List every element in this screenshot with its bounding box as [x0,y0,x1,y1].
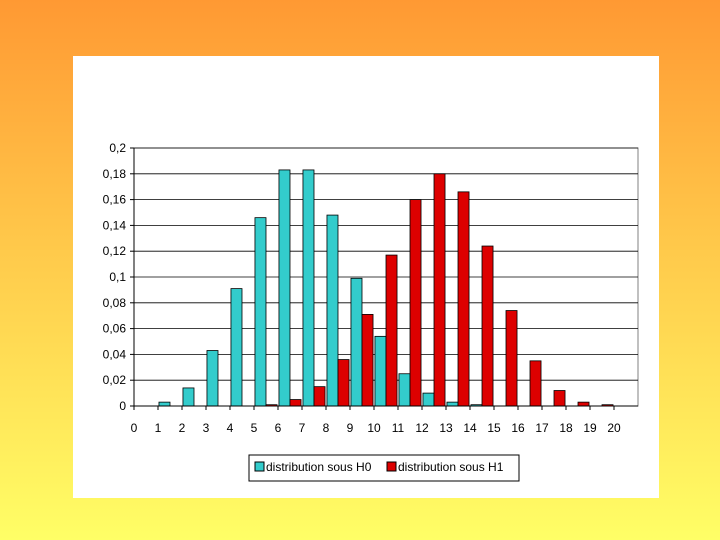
bar-h0-3 [206,350,219,407]
bar-h1-9 [361,314,374,407]
bar-h1-16 [529,360,542,407]
y-tick-label: 0,08 [103,296,127,310]
bar-h1-13 [457,191,470,407]
x-tick-label: 17 [535,421,549,435]
x-tick-label: 6 [275,421,282,435]
x-tick-label: 5 [251,421,258,435]
y-tick-labels: 0 0,02 0,04 0,06 0,08 0,1 0,12 0,14 0,16 0,18 0,2 [103,141,127,413]
bar-h0-11 [398,373,411,407]
x-tick-label: 12 [415,421,429,435]
x-tick-label: 0 [131,421,138,435]
y-tick-label: 0,2 [109,141,126,155]
legend-label-h1: distribution sous H1 [398,460,504,474]
bar-h1-6 [289,399,302,407]
y-tick-label: 0,16 [103,193,127,207]
x-tick-label: 7 [299,421,306,435]
bars [158,169,614,407]
bar-h1-12 [433,173,446,407]
x-tick-label: 3 [203,421,210,435]
y-tick-label: 0,12 [103,244,127,258]
legend-swatch-h0 [254,461,265,472]
bar-h0-6 [278,169,291,407]
x-tick-label: 4 [227,421,234,435]
x-tick-label: 19 [583,421,597,435]
y-tick-label: 0,06 [103,322,127,336]
bar-h0-5 [254,217,267,407]
y-tick-label: 0,04 [103,347,127,361]
x-tick-label: 15 [487,421,501,435]
bar-h1-7 [313,386,326,407]
y-tick-label: 0,18 [103,167,127,181]
legend-box [248,454,520,482]
bar-h1-11 [409,199,422,407]
legend: distribution sous H0 distribution sous H… [248,454,520,482]
x-tick-label: 16 [511,421,525,435]
x-tick-label: 18 [559,421,573,435]
bar-h0-13 [446,401,459,407]
legend-label-h0: distribution sous H0 [266,460,372,474]
bar-h0-2 [182,387,195,407]
bar-h1-18 [577,401,590,407]
y-tick-label: 0,1 [109,270,126,284]
bar-h1-8 [337,359,350,407]
x-tick-label: 9 [347,421,354,435]
axes [133,148,638,410]
bar-h0-10 [374,335,387,407]
x-tick-label: 10 [367,421,381,435]
x-tick-label: 1 [155,421,162,435]
x-tick-label: 14 [463,421,477,435]
x-tick-label: 13 [439,421,453,435]
bar-h1-17 [553,390,566,407]
y-tick-label: 0,14 [103,218,127,232]
bar-h0-8 [326,214,339,407]
bar-h1-14 [481,245,494,407]
legend-swatch-h1 [386,461,397,472]
bar-h0-9 [350,277,363,407]
bar-h0-7 [302,169,315,407]
x-tick-label: 20 [607,421,621,435]
bar-h1-10 [385,254,398,407]
x-tick-labels: 0 1 2 3 4 5 6 7 8 9 10 11 12 13 14 15 16 17 18 19 20 [131,421,621,435]
x-tick-label: 8 [323,421,330,435]
y-tick-label: 0 [119,399,126,413]
bar-h0-4 [230,288,243,407]
bar-h1-15 [505,310,518,407]
x-tick-label: 2 [179,421,186,435]
x-tick-label: 11 [392,421,405,435]
y-tick-label: 0,02 [103,373,127,387]
bar-h0-12 [422,392,435,407]
bar-h0-1 [158,401,171,407]
